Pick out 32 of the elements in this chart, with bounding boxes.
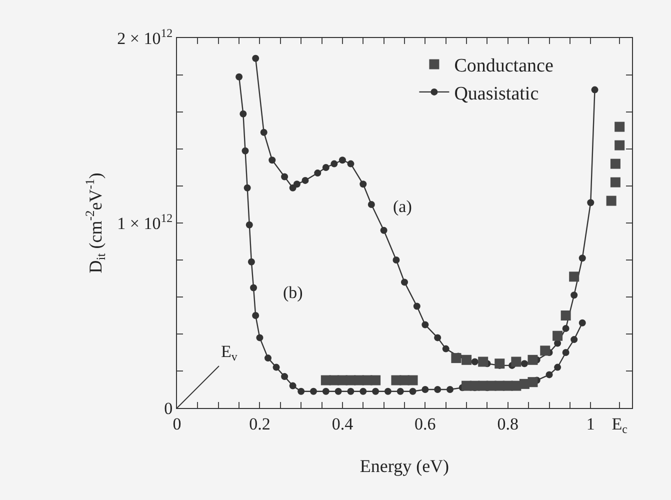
point (610, 177, 620, 188)
annotation: (a) (393, 197, 412, 216)
point (451, 353, 462, 364)
x-tick-label: 1 (586, 414, 595, 434)
x-tick-label: E$_{c}$ (612, 414, 628, 436)
y-tick-label: 1 × 10$^{12}$ (117, 210, 173, 233)
annotation: E$_{v}$ (221, 342, 238, 364)
point (370, 375, 381, 386)
point (478, 356, 488, 367)
point (610, 158, 620, 169)
annotation: (b) (283, 283, 303, 302)
y-tick-label: 0 (164, 398, 173, 418)
point (408, 375, 418, 386)
point (511, 356, 522, 367)
x-axis-title: Energy (eV) (360, 456, 450, 476)
x-tick-label: 0.2 (249, 414, 270, 434)
point (569, 272, 580, 282)
legend-label: Quasistatic (454, 83, 539, 104)
x-tick-label: 0.4 (332, 414, 354, 434)
point (606, 196, 616, 206)
legend-label: Conductance (454, 56, 554, 77)
point (614, 140, 625, 150)
point (540, 346, 550, 356)
point (528, 377, 538, 388)
point (494, 358, 505, 369)
point (560, 310, 571, 320)
point (614, 122, 625, 132)
point (528, 354, 538, 365)
point (552, 330, 563, 341)
x-tick-label: 0.8 (497, 414, 519, 434)
y-tick-label: 2 × 10$^{12}$ (117, 26, 173, 48)
x-tick-label: 0.6 (414, 414, 436, 434)
